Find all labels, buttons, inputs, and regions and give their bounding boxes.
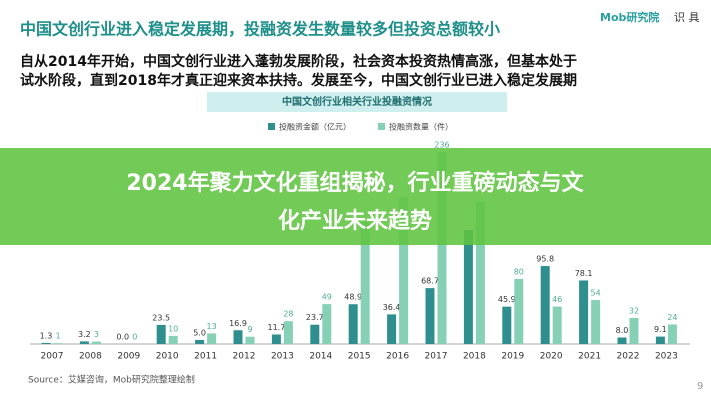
value-label: 1	[55, 332, 60, 341]
paragraph-line: 试水阶段，直到2018年才真正迎来资本扶持。发展至今，中国文创行业已进入稳定发展…	[20, 72, 577, 89]
bar	[514, 278, 524, 344]
x-tick-label: 2023	[655, 352, 678, 362]
legend-label: 投融资数量（件）	[389, 122, 453, 132]
bar	[502, 306, 512, 344]
legend-swatch	[268, 123, 275, 130]
chart-title-bar	[207, 92, 507, 112]
bar	[617, 337, 627, 344]
bar	[271, 334, 281, 344]
bar	[629, 317, 639, 344]
banner-text: 化产业未来趋势	[278, 208, 432, 234]
x-tick-label: 2014	[309, 352, 332, 362]
bar	[387, 314, 397, 344]
bar	[322, 304, 332, 344]
bar	[79, 341, 89, 344]
value-label: 9	[247, 325, 252, 334]
value-label: 45.9	[498, 295, 516, 304]
bar	[399, 197, 409, 344]
value-label: 49	[322, 293, 332, 302]
bar	[579, 280, 589, 344]
paragraph-line: 自从2014年开始，中国文创行业进入蓬勃发展阶段，社会资本投资热情高涨，但基本处…	[20, 53, 577, 70]
value-label: 78.1	[575, 269, 593, 278]
value-label: 3	[94, 330, 99, 339]
bar	[156, 324, 166, 344]
logo: Mob研究院	[600, 10, 659, 24]
value-label: 95.8	[536, 255, 554, 264]
value-label: 46	[552, 295, 562, 304]
banner	[0, 148, 711, 245]
bar	[310, 324, 320, 344]
value-label: 28	[283, 310, 293, 319]
header-title: 中国文创行业进入稳定发展期，投融资发生数量较多但投资总额较小	[20, 20, 500, 39]
legend-swatch	[378, 123, 385, 130]
bar	[540, 266, 550, 344]
bar	[91, 341, 101, 344]
bar	[41, 342, 51, 344]
bar	[667, 324, 677, 344]
bar	[425, 288, 435, 344]
value-label: 80	[514, 267, 524, 276]
bar	[552, 306, 562, 344]
value-label: 24	[667, 313, 677, 322]
value-label: 0.0	[116, 333, 129, 342]
bar	[655, 336, 665, 344]
value-label: 23.5	[152, 313, 170, 322]
value-label: 0	[132, 333, 137, 342]
value-label: 3.2	[78, 330, 91, 339]
value-label: 54	[591, 289, 601, 298]
bar	[591, 300, 601, 344]
x-tick-label: 2013	[271, 352, 294, 362]
x-tick-label: 2019	[501, 352, 524, 362]
x-tick-label: 2011	[194, 352, 217, 362]
logo2: 识 具	[674, 11, 700, 24]
bar	[475, 201, 485, 344]
value-label: 16.9	[229, 319, 247, 328]
bar	[233, 330, 243, 344]
bar	[207, 333, 217, 344]
bar	[195, 339, 205, 344]
bar	[348, 304, 358, 344]
value-label: 32	[629, 306, 639, 315]
bar	[360, 221, 370, 344]
x-tick-label: 2020	[540, 352, 563, 362]
value-label: 10	[168, 324, 178, 333]
page-number: 9	[697, 381, 703, 392]
x-tick-label: 2016	[386, 352, 409, 362]
x-tick-label: 2015	[348, 352, 371, 362]
bar	[283, 321, 293, 344]
bar	[168, 335, 178, 344]
bar	[245, 336, 255, 344]
chart-title: 中国文创行业相关行业投融资情况	[282, 95, 432, 108]
value-label: 9.1	[654, 325, 667, 334]
bar	[437, 152, 447, 344]
x-tick-label: 2009	[117, 352, 140, 362]
value-label: 68.7	[421, 277, 439, 286]
value-label: 1.3	[40, 331, 53, 340]
value-label: 236	[434, 141, 449, 150]
value-label: 13	[207, 322, 217, 331]
value-label: 5.0	[193, 328, 206, 337]
x-tick-label: 2008	[79, 352, 102, 362]
value-label: 8.0	[616, 326, 629, 335]
banner-text: 2024年聚力文化重组揭秘，行业重磅动态与文	[126, 170, 584, 196]
bar	[53, 343, 63, 344]
x-tick-label: 2018	[463, 352, 486, 362]
bar	[463, 230, 473, 344]
legend-label: 投融资金额（亿元）	[279, 122, 351, 132]
source: Source：艾媒咨询，Mob研究院整理绘制	[28, 374, 195, 386]
value-label: 36.4	[383, 303, 401, 312]
value-label: 48.9	[344, 293, 362, 302]
x-tick-label: 2007	[41, 352, 64, 362]
x-tick-label: 2021	[578, 352, 601, 362]
x-tick-label: 2010	[156, 352, 179, 362]
value-label: 23.7	[306, 313, 324, 322]
value-label: 11.7	[267, 323, 285, 332]
x-tick-label: 2022	[617, 352, 640, 362]
x-tick-label: 2012	[233, 352, 256, 362]
x-tick-label: 2017	[425, 352, 448, 362]
